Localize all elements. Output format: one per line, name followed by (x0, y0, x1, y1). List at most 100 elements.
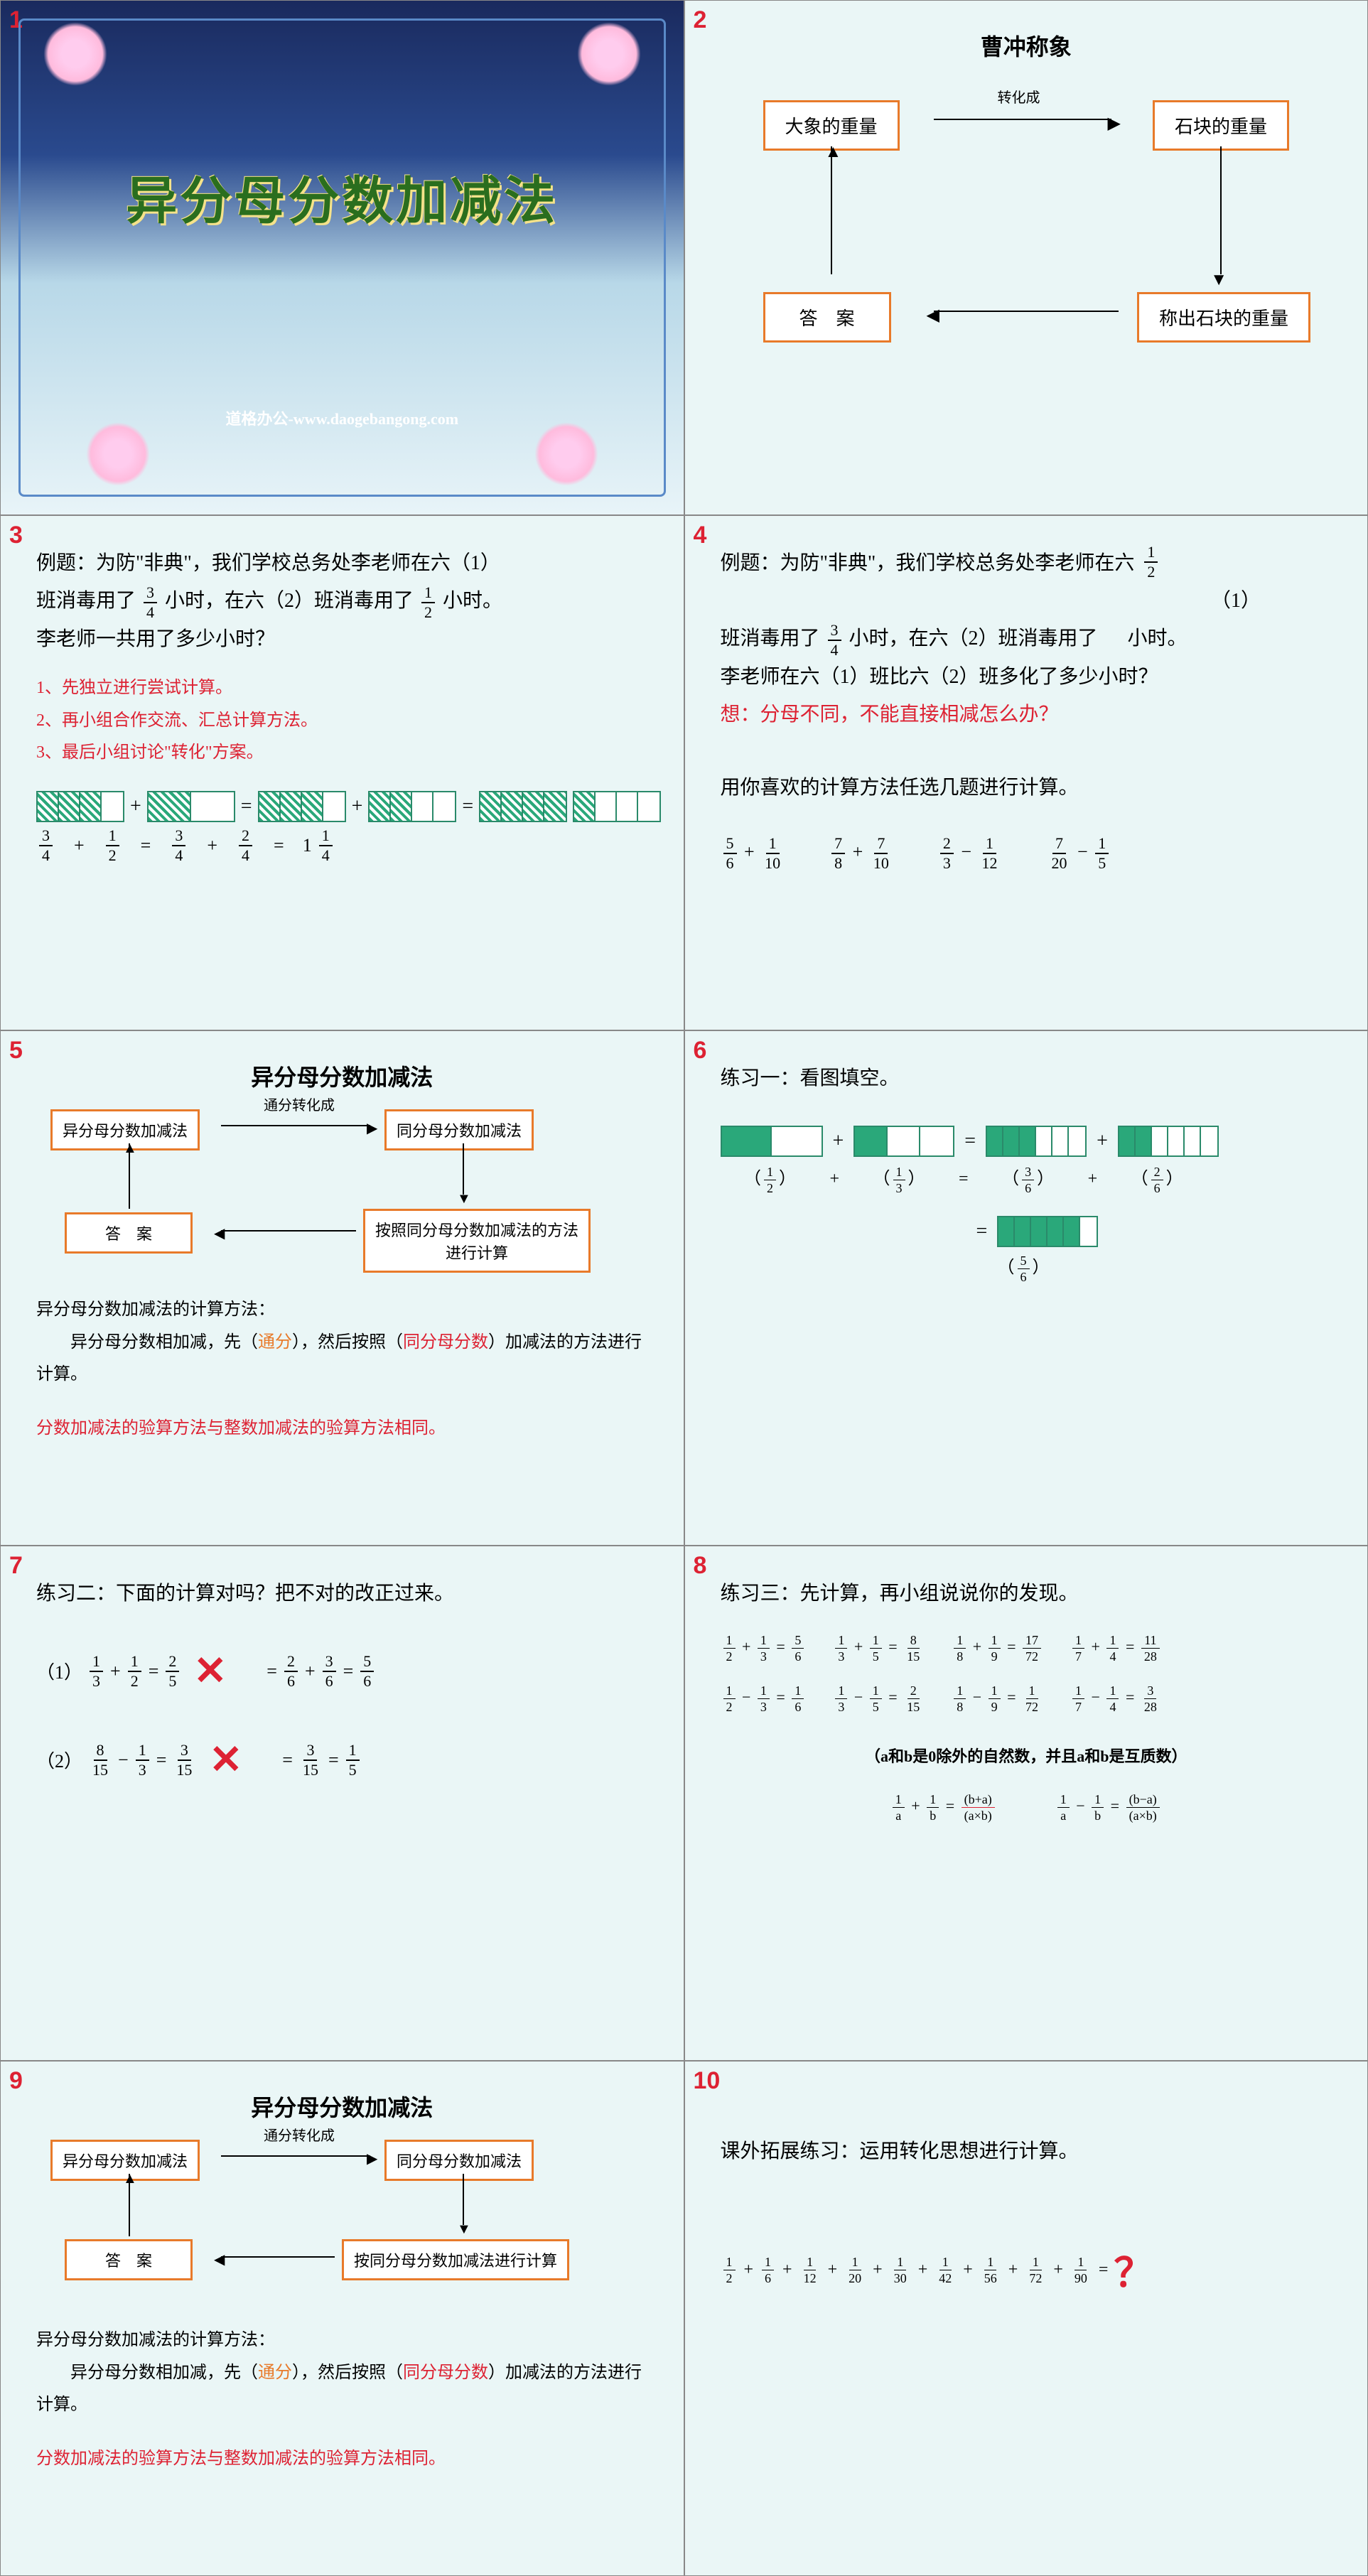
equation: 34 + 12 = 34 + 24 = 114 (36, 828, 648, 863)
arrow-line (463, 2174, 464, 2225)
general-1: 1a + 1b = (b+a)(a×b) (890, 1793, 998, 1822)
flow-box-2: 同分母分数加减法 (384, 1109, 534, 1150)
bar-eq-row: + = + (721, 1126, 1332, 1157)
arrow-line (831, 146, 832, 274)
text: 通分 (258, 1333, 292, 1352)
text: 小时，在六（2）班消毒用了 (165, 590, 414, 612)
arrow-head: ▲ (825, 143, 842, 162)
flowchart: 异分母分数加减法 通分转化成 ▶ 同分母分数加减法 ▼ 按照同分母分数加减法的方… (36, 1109, 648, 1280)
example-line3: 李老师一共用了多少小时？ (36, 620, 648, 658)
slide-2: 2 曹冲称象 大象的重量 转化成 ▶ 石块的重量 ▼ 称出石块的重量 ◀ 答 案… (684, 0, 1368, 515)
arrow-head: ◀ (214, 1224, 225, 1242)
bar-1-2 (721, 1126, 823, 1157)
paren: （1） (721, 582, 1332, 620)
arrow-head: ▼ (457, 1191, 471, 1207)
arrow-line (221, 1125, 370, 1126)
frac-n: 3 (828, 623, 841, 641)
slide-grid: 1 异分母分数加减法 道格办公-www.daogebangong.com 2 曹… (0, 0, 1368, 2576)
slide-title: 异分母分数加减法 (36, 2090, 648, 2123)
text: 同分母分数 (403, 1333, 488, 1352)
equation-row-2: 12 − 13 = 1613 − 15 = 21518 − 19 = 17217… (721, 1684, 1332, 1713)
example-line1: 例题：为防"非典"，我们学校总务处李老师在六（1） (36, 544, 648, 582)
frac-n: 2 (239, 828, 252, 846)
arrow-line (463, 1143, 464, 1195)
frac-d: 2 (106, 846, 119, 863)
flow-box-2: 同分母分数加减法 (384, 2140, 534, 2181)
arrow-line (221, 2155, 370, 2157)
arrow-head: ▲ (123, 1141, 137, 1157)
bar-equation: + = + = (36, 791, 648, 822)
bar-3-4 (36, 791, 124, 822)
slide-10: 10 课外拓展练习：运用转化思想进行计算。 12 + 16 + 112 + 12… (684, 2061, 1368, 2576)
flow-box-3: 答 案 (65, 1212, 193, 1254)
slide-number: 9 (9, 2067, 23, 2095)
frac-eq-row: （12） + （13） = （36） + （26） (721, 1164, 1332, 1195)
cross-icon: ✕ (209, 1737, 242, 1783)
result-frac: （56） (998, 1253, 1332, 1283)
slide-3: 3 例题：为防"非典"，我们学校总务处李老师在六（1） 班消毒用了 34 小时，… (0, 515, 684, 1030)
frac-d: 4 (828, 641, 841, 658)
arrow-line (221, 1230, 356, 1232)
frac-n: 1 (1144, 544, 1158, 563)
arrow-label: 转化成 (998, 86, 1040, 107)
problem-1: （1） 13 + 12 = 25 ✕ = 26 + 36 = 56 (36, 1648, 648, 1694)
equation: 13 + 15 = 815 (832, 1634, 925, 1663)
frac-n: 1 (106, 828, 119, 846)
text: 例题：为防"非典"，我们学校总务处李老师在六 (721, 544, 1135, 582)
frac-d: 4 (144, 603, 157, 620)
frac-d: 4 (39, 846, 53, 863)
frac-d: 4 (239, 846, 252, 863)
frac-d: 2 (1144, 563, 1158, 580)
slide-9: 9 异分母分数加减法 异分母分数加减法 通分转化成 ▶ 同分母分数加减法 ▼ 按… (0, 2061, 684, 2576)
method-label: 异分母分数加减法的计算方法： (36, 1294, 648, 1327)
arrow-head: ◀ (927, 305, 939, 325)
slide-number: 3 (9, 522, 23, 549)
bar-3-4b (258, 791, 346, 822)
result-row: = (976, 1216, 1332, 1247)
frac-n: 3 (144, 585, 157, 603)
bar-result (479, 791, 567, 822)
flow-box-4: 称出石块的重量 (1137, 292, 1310, 343)
slide-5: 5 异分母分数加减法 异分母分数加减法 通分转化成 ▶ 同分母分数加减法 ▼ 按… (0, 1030, 684, 1546)
equation: 12 − 13 = 16 (721, 1684, 807, 1713)
bar-5-6 (997, 1216, 1098, 1247)
equation: 13 − 15 = 215 (832, 1684, 925, 1713)
slide-6: 6 练习一：看图填空。 + = + （12） + （13） = （36） + （… (684, 1030, 1368, 1546)
prob3: 23 − 112 (937, 836, 1003, 871)
frac-n: 3 (172, 828, 185, 846)
slide-number: 2 (694, 6, 707, 34)
footer-text: 道格办公-www.daogebangong.com (225, 406, 458, 429)
instruction: 用你喜欢的计算方法任选几题进行计算。 (721, 769, 1332, 807)
text: 班消毒用了 (36, 590, 136, 612)
slide-8: 8 练习三：先计算，再小组说说你的发现。 12 + 13 = 5613 + 15… (684, 1546, 1368, 2061)
step3: 3、最后小组讨论"转化"方案。 (36, 737, 648, 770)
text: 班消毒用了 (721, 627, 820, 650)
slide-title: 异分母分数加减法 (36, 1060, 648, 1092)
example-line2: 班消毒用了 34 小时，在六（2）班消毒用了 12 小时。 (36, 582, 648, 620)
slide-number: 7 (9, 1552, 23, 1580)
method-text: 异分母分数相加减，先（通分），然后按照（同分母分数）加减法的方法进行计算。 (36, 1327, 648, 1391)
bar-1-3 (853, 1126, 954, 1157)
example-line1: 例题：为防"非典"，我们学校总务处李老师在六 12 (721, 544, 1332, 582)
text: 小时。 (443, 590, 502, 612)
slide-number: 10 (694, 2067, 721, 2095)
arrow-head: ▲ (123, 2171, 137, 2187)
slide-number: 5 (9, 1037, 23, 1065)
flow-box-3: 答 案 (65, 2239, 193, 2280)
flow-box-2: 石块的重量 (1153, 100, 1289, 151)
frac-n: 1 (421, 585, 435, 603)
deco-icon (577, 22, 641, 86)
deco-icon (86, 422, 150, 486)
text: 小时。 (1128, 627, 1187, 650)
prob2: 78 + 710 (829, 836, 895, 871)
frac-d: 4 (172, 846, 185, 863)
equation: 18 + 19 = 1772 (951, 1634, 1044, 1663)
slide-number: 4 (694, 522, 707, 549)
equation: 17 − 14 = 328 (1070, 1684, 1163, 1713)
arrow-line (934, 311, 1119, 312)
arrow-label: 通分转化成 (264, 1094, 335, 1114)
bar-3-6 (986, 1126, 1087, 1157)
frac-n: 1 (319, 828, 333, 846)
arrow-head: ◀ (214, 2251, 225, 2268)
text: 同分母分数 (403, 2364, 488, 2382)
